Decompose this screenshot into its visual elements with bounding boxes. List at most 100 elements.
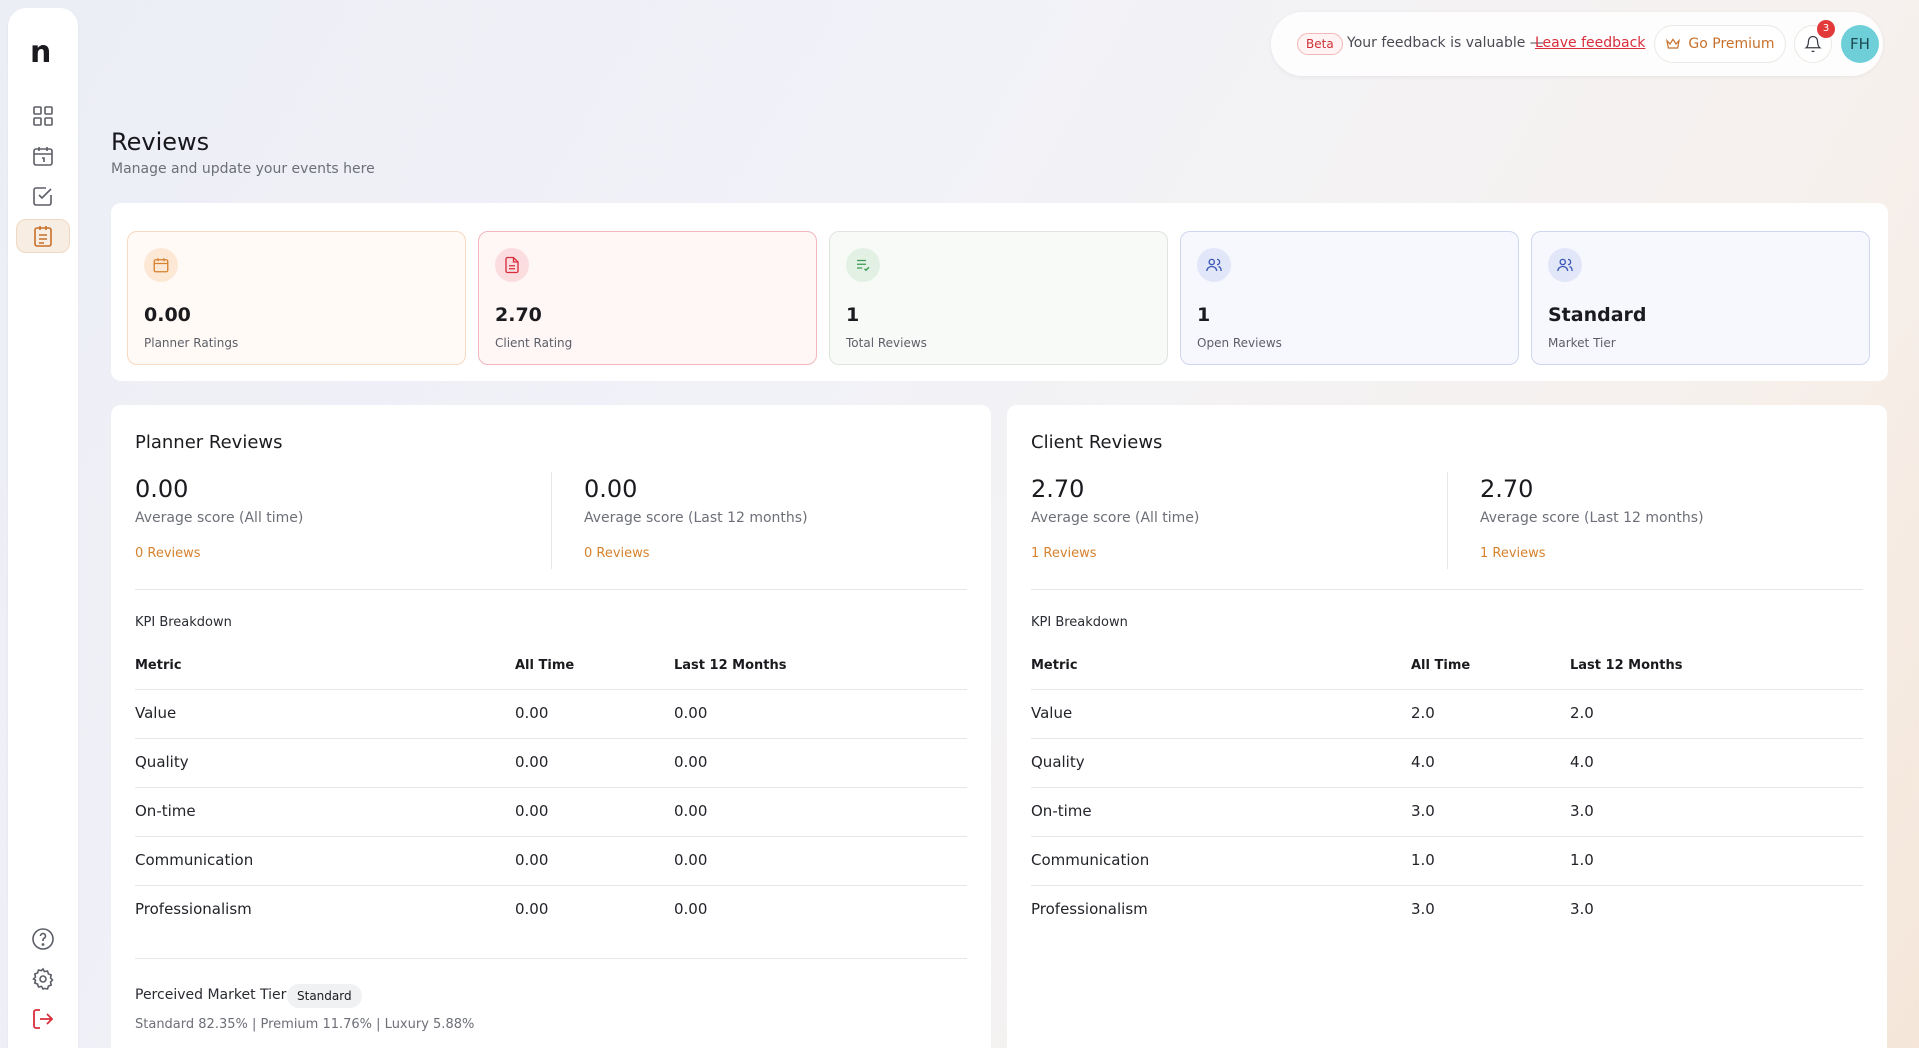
stat-label: Open Reviews — [1197, 336, 1282, 350]
metric-all-time: 0.00 — [515, 753, 549, 771]
table-row: On-time 3.0 3.0 — [1031, 787, 1863, 836]
all-time-reviews-link[interactable]: 1 Reviews — [1031, 546, 1097, 561]
divider — [135, 589, 967, 590]
stat-card-total-reviews: 1 Total Reviews — [829, 231, 1168, 365]
client-reviews-panel: Client Reviews 2.70 Average score (All t… — [1007, 405, 1887, 1048]
metric-all-time: 3.0 — [1411, 802, 1435, 820]
logout-icon[interactable] — [16, 1002, 70, 1036]
metric-all-time: 2.0 — [1411, 704, 1435, 722]
metric-last12: 2.0 — [1570, 704, 1594, 722]
go-premium-label: Go Premium — [1688, 36, 1775, 52]
stat-value: 0.00 — [144, 304, 191, 326]
reviews-icon[interactable] — [16, 219, 70, 253]
metric-name: Communication — [1031, 851, 1150, 869]
tasks-icon[interactable] — [16, 179, 70, 213]
settings-icon[interactable] — [16, 962, 70, 996]
perceived-market-tier-label: Perceived Market Tier — [135, 987, 287, 1003]
stat-value: 1 — [1197, 304, 1211, 326]
metric-last12: 0.00 — [674, 704, 708, 722]
column-header-all-time: All Time — [515, 658, 575, 673]
metric-last12: 0.00 — [674, 851, 708, 869]
table-row: On-time 0.00 0.00 — [135, 787, 967, 836]
document-icon — [495, 248, 529, 282]
app-logo[interactable]: n — [30, 35, 52, 70]
last12-score: 0.00 — [584, 475, 638, 503]
calendar-icon[interactable] — [16, 139, 70, 173]
metric-name: Quality — [1031, 753, 1085, 771]
column-header-metric: Metric — [135, 658, 182, 673]
users-icon — [1197, 248, 1231, 282]
metric-last12: 3.0 — [1570, 900, 1594, 918]
last12-reviews-link[interactable]: 0 Reviews — [584, 546, 650, 561]
leave-feedback-link[interactable]: Leave feedback — [1535, 35, 1646, 51]
panel-title: Planner Reviews — [135, 432, 283, 453]
page-title: Reviews — [111, 128, 210, 156]
metric-last12: 0.00 — [674, 753, 708, 771]
help-icon[interactable] — [16, 922, 70, 956]
table-row: Professionalism 0.00 0.00 — [135, 885, 967, 934]
list-check-icon — [846, 248, 880, 282]
stat-label: Planner Ratings — [144, 336, 239, 350]
divider — [1447, 472, 1448, 569]
metric-last12: 0.00 — [674, 802, 708, 820]
all-time-score: 0.00 — [135, 475, 189, 503]
stat-value: 2.70 — [495, 304, 542, 326]
stat-value: Standard — [1548, 304, 1647, 326]
go-premium-button[interactable]: Go Premium — [1654, 25, 1786, 63]
metric-all-time: 4.0 — [1411, 753, 1435, 771]
metric-all-time: 0.00 — [515, 851, 549, 869]
table-row: Communication 1.0 1.0 — [1031, 836, 1863, 885]
stat-label: Total Reviews — [846, 336, 927, 350]
column-header-last-12: Last 12 Months — [1570, 658, 1683, 673]
page-subtitle: Manage and update your events here — [111, 161, 375, 177]
stat-card-client-rating: 2.70 Client Rating — [478, 231, 817, 365]
planner-reviews-panel: Planner Reviews 0.00 Average score (All … — [111, 405, 991, 1048]
stat-label: Client Rating — [495, 336, 573, 350]
beta-badge: Beta — [1297, 33, 1343, 55]
crown-icon — [1666, 38, 1681, 49]
metric-all-time: 0.00 — [515, 900, 549, 918]
metric-name: Quality — [135, 753, 189, 771]
all-time-score: 2.70 — [1031, 475, 1085, 503]
column-header-all-time: All Time — [1411, 658, 1471, 673]
last12-score: 2.70 — [1480, 475, 1534, 503]
metric-name: On-time — [1031, 802, 1092, 820]
avatar[interactable]: FH — [1841, 25, 1879, 63]
bell-icon — [1804, 35, 1822, 53]
table-row: Professionalism 3.0 3.0 — [1031, 885, 1863, 934]
divider — [1031, 589, 1863, 590]
metric-name: Professionalism — [1031, 900, 1148, 918]
last12-label: Average score (Last 12 months) — [1480, 510, 1704, 526]
all-time-label: Average score (All time) — [1031, 510, 1200, 526]
sidebar: n — [8, 8, 78, 1048]
topbar: Beta Your feedback is valuable — Leave f… — [1271, 12, 1883, 76]
table-row: Value 2.0 2.0 — [1031, 689, 1863, 738]
notification-count-badge: 3 — [1817, 20, 1835, 38]
tier-breakdown: Standard 82.35% | Premium 11.76% | Luxur… — [135, 1017, 475, 1032]
metric-last12: 1.0 — [1570, 851, 1594, 869]
stat-value: 1 — [846, 304, 860, 326]
calendar-icon — [144, 248, 178, 282]
panel-title: Client Reviews — [1031, 432, 1163, 453]
stat-card-market-tier: Standard Market Tier — [1531, 231, 1870, 365]
metric-last12: 3.0 — [1570, 802, 1594, 820]
metric-name: Communication — [135, 851, 254, 869]
stat-card-open-reviews: 1 Open Reviews — [1180, 231, 1519, 365]
all-time-reviews-link[interactable]: 0 Reviews — [135, 546, 201, 561]
last12-reviews-link[interactable]: 1 Reviews — [1480, 546, 1546, 561]
divider — [135, 958, 967, 959]
metric-name: Professionalism — [135, 900, 252, 918]
divider — [551, 472, 552, 569]
dashboard-icon[interactable] — [16, 99, 70, 133]
users-icon — [1548, 248, 1582, 282]
metric-last12: 0.00 — [674, 900, 708, 918]
metric-last12: 4.0 — [1570, 753, 1594, 771]
table-row: Quality 0.00 0.00 — [135, 738, 967, 787]
table-row: Communication 0.00 0.00 — [135, 836, 967, 885]
metric-name: Value — [135, 704, 177, 722]
feedback-text: Your feedback is valuable — — [1347, 35, 1544, 51]
metric-name: Value — [1031, 704, 1073, 722]
metric-all-time: 3.0 — [1411, 900, 1435, 918]
table-row: Quality 4.0 4.0 — [1031, 738, 1863, 787]
column-header-metric: Metric — [1031, 658, 1078, 673]
